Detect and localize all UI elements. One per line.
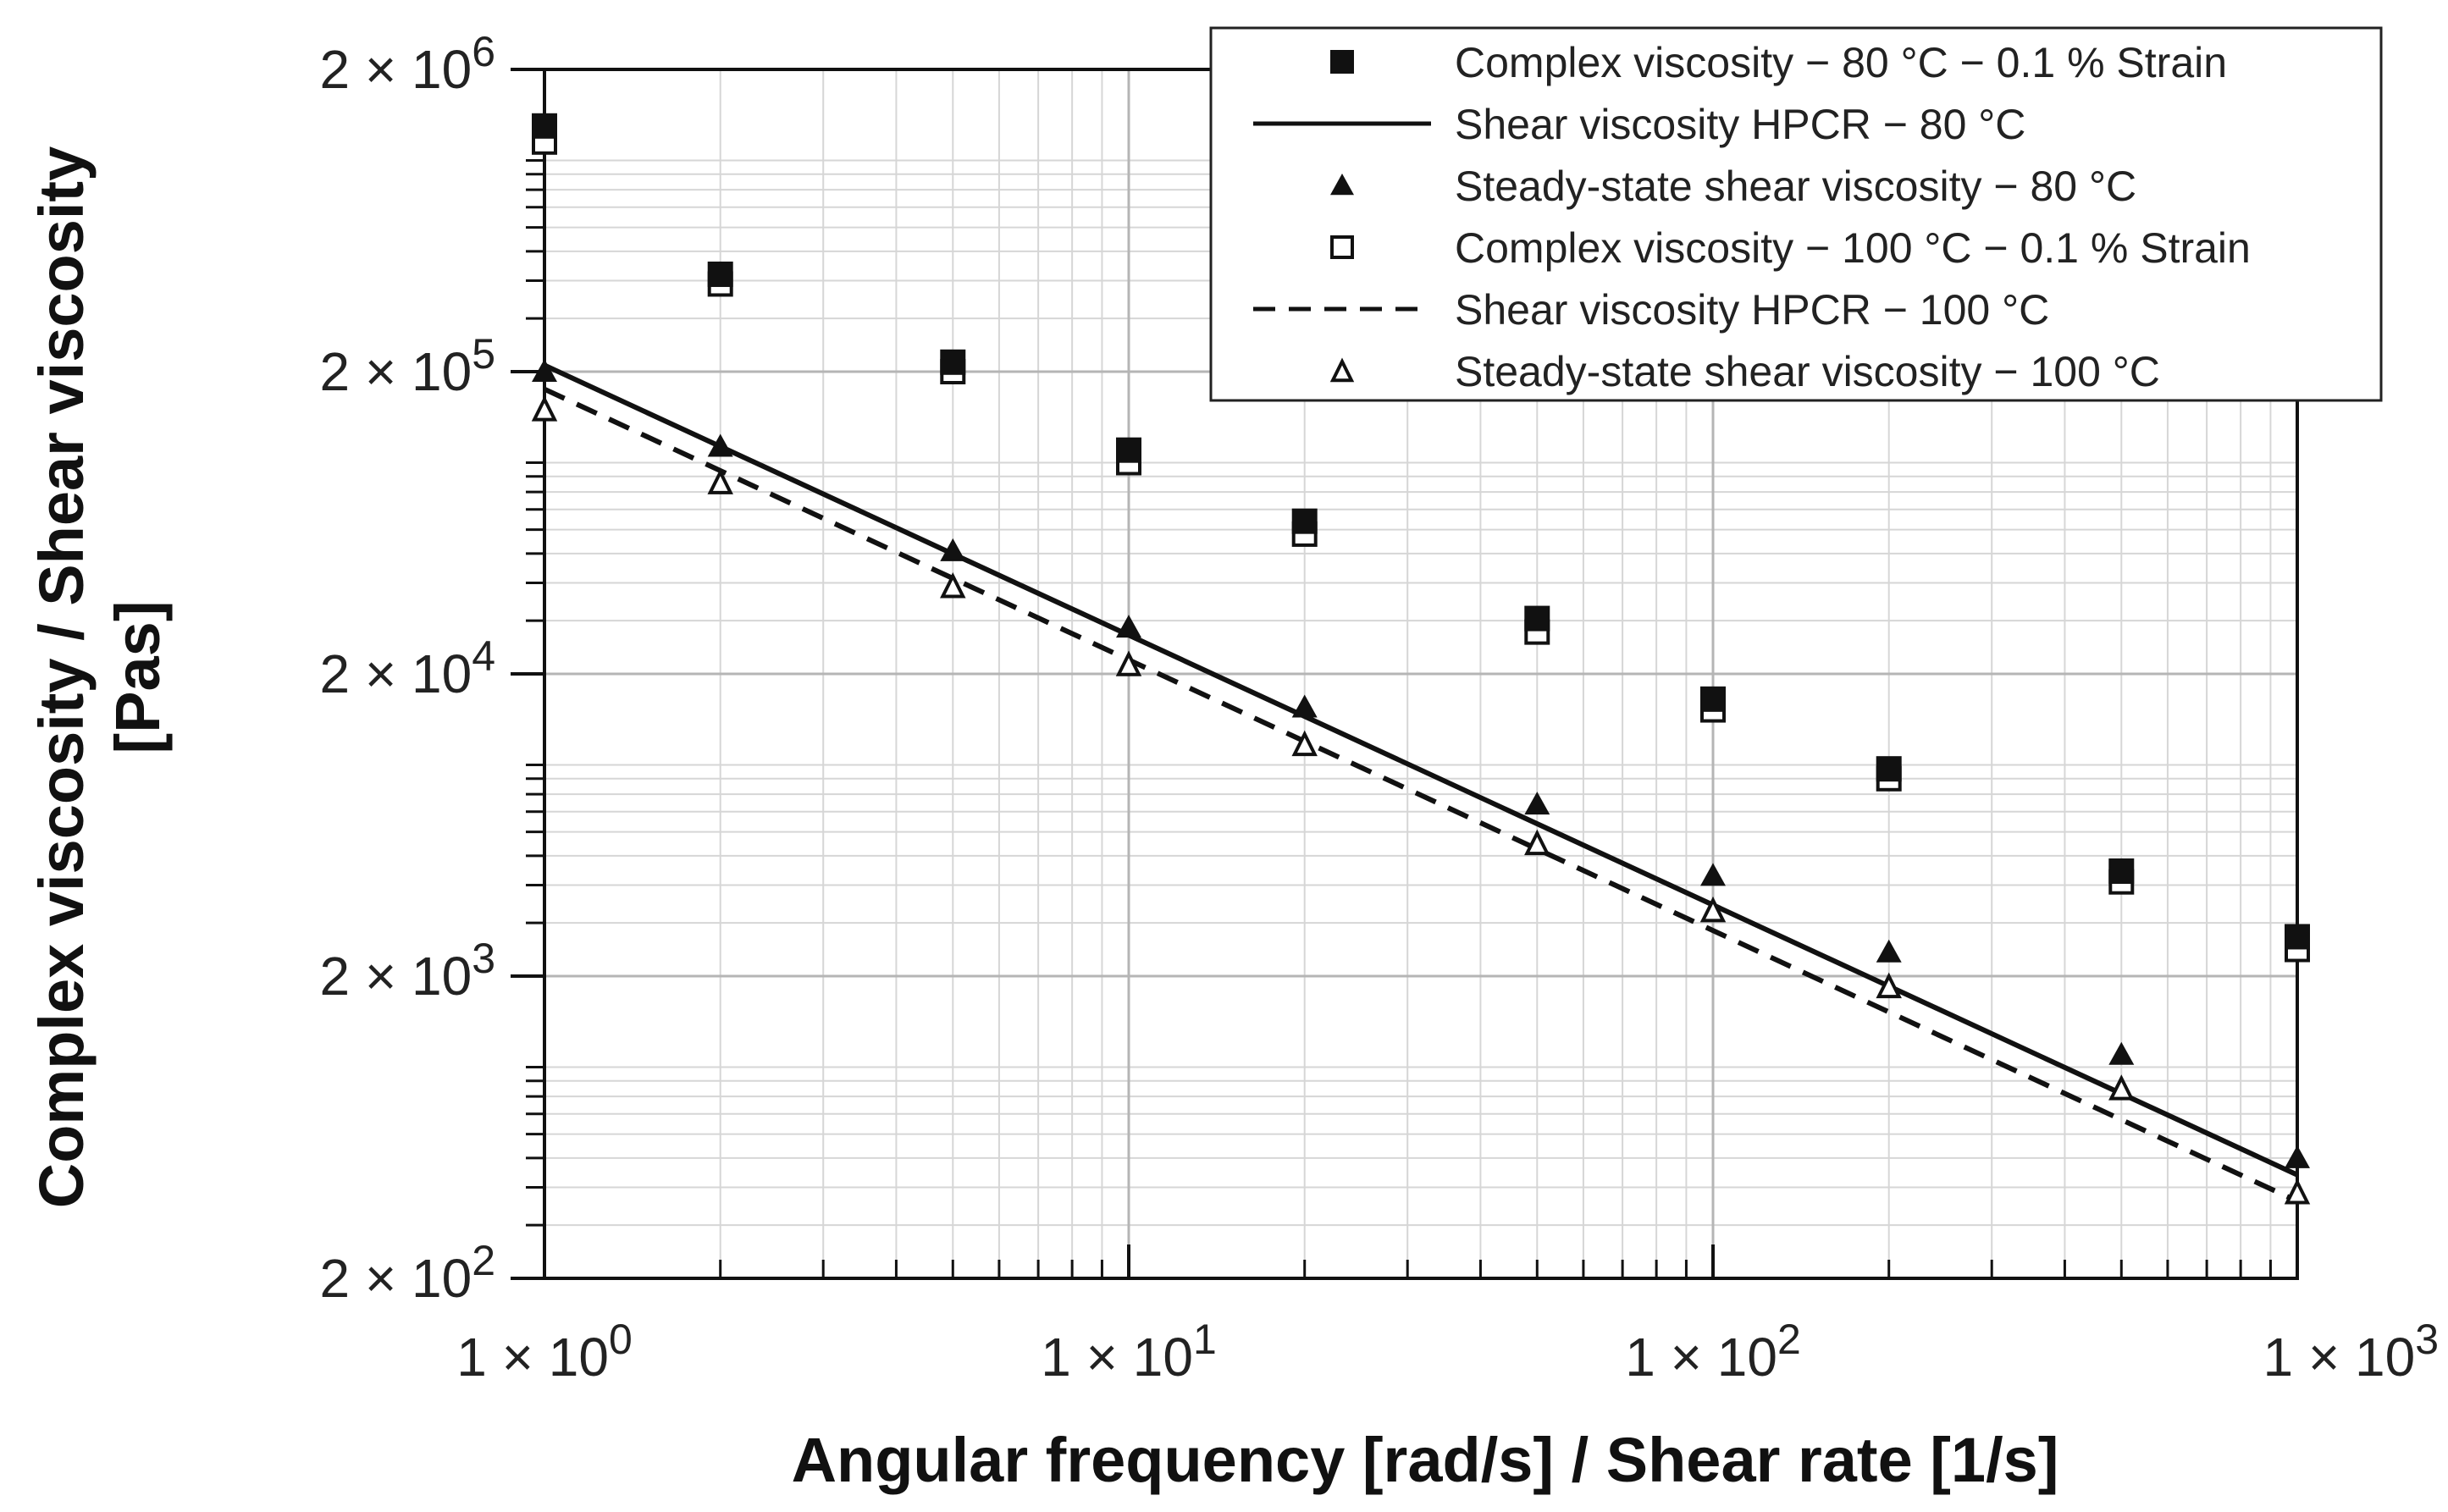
data-point [1524,605,1550,632]
y-tick-label-base: 2 × 10 [319,643,472,704]
y-tick-label-exponent: 5 [472,330,495,378]
legend-label: Shear viscosity HPCR − 80 °C [1455,101,2025,148]
x-tick-label-exponent: 1 [1193,1316,1217,1363]
x-tick-label: 1 × 103 [2263,1316,2439,1388]
x-tick-label-base: 1 × 10 [2263,1327,2415,1388]
y-tick-label: 2 × 104 [319,632,495,704]
y-tick-label-base: 2 × 10 [319,946,472,1007]
x-tick-label-exponent: 2 [1777,1316,1801,1363]
x-axis-title: Angular frequency [rad/s] / Shear rate [… [792,1425,2059,1495]
y-tick-label-exponent: 6 [472,28,495,75]
data-point [1876,972,1902,999]
series-0 [532,113,2310,950]
legend-label: Complex viscosity − 80 °C − 0.1 % Strain [1455,39,2227,86]
x-axis-tick-labels: 1 × 100 1 × 101 1 × 102 1 × 103 [456,1316,2439,1388]
y-tick-label-exponent: 3 [472,935,495,982]
x-tick-label-base: 1 × 10 [456,1327,609,1388]
series-1 [543,362,2299,1178]
x-tick-label-exponent: 0 [609,1316,633,1363]
x-tick-label-base: 1 × 10 [1625,1327,1777,1388]
series-line [543,386,2299,1204]
y-axis-title-line-2: [Pas] [102,601,173,754]
data-point [1291,694,1318,718]
data-point [2284,1178,2311,1205]
data-point [1876,756,1902,782]
legend-swatch-marker [1329,357,1355,383]
data-series [531,113,2311,1205]
data-point [1116,615,1141,638]
data-point [532,113,557,139]
data-point [1291,730,1318,757]
data-point [1115,650,1142,676]
legend-item: Shear viscosity HPCR − 80 °C [1253,101,2025,148]
data-point [531,395,558,422]
data-point [2108,1074,2135,1101]
legend-box [1209,26,2383,402]
data-point [2108,858,2135,885]
legend-item: Complex viscosity − 100 °C − 0.1 % Strai… [1330,224,2251,272]
data-point [1524,792,1550,815]
y-tick-label-base: 2 × 10 [319,341,472,402]
data-point [2285,1145,2310,1168]
data-point [1116,437,1141,463]
y-tick-label-exponent: 4 [472,632,495,680]
data-point [940,349,966,375]
y-tick-label-base: 2 × 10 [319,39,472,100]
data-point [940,571,966,599]
data-point [940,538,966,561]
legend-label: Steady-state shear viscosity − 80 °C [1455,163,2136,210]
legend-swatch-marker [1330,50,1354,74]
data-point [707,468,733,494]
y-axis-title-line-1: Complex viscosity / Shear viscosity [26,146,97,1208]
y-tick-label-exponent: 2 [472,1237,495,1284]
series-line [543,362,2299,1178]
series-5 [531,395,2311,1205]
legend-label: Complex viscosity − 100 °C − 0.1 % Strai… [1455,224,2251,272]
y-tick-label: 2 × 105 [319,330,495,402]
legend-label: Steady-state shear viscosity − 100 °C [1455,348,2160,395]
data-point [1700,686,1726,712]
data-point [707,433,733,457]
x-tick-label: 1 × 102 [1625,1316,1801,1388]
series-4 [543,386,2299,1204]
series-2 [532,359,2310,1168]
legend-item: Complex viscosity − 80 °C − 0.1 % Strain [1330,39,2227,86]
y-tick-label: 2 × 106 [319,28,495,100]
data-point [2108,1041,2135,1065]
data-point [1524,829,1550,856]
x-tick-label: 1 × 100 [456,1316,633,1388]
legend: Complex viscosity − 80 °C − 0.1 % Strain… [1209,26,2383,402]
legend-label: Shear viscosity HPCR − 100 °C [1455,286,2049,334]
data-point [1876,939,1902,963]
legend-item: Steady-state shear viscosity − 80 °C [1330,163,2136,210]
data-point [1699,896,1727,923]
data-point [2285,924,2310,950]
y-tick-label-base: 2 × 10 [319,1248,472,1309]
legend-item: Steady-state shear viscosity − 100 °C [1329,348,2160,395]
data-point [532,359,557,382]
data-point [1291,508,1318,534]
legend-item: Shear viscosity HPCR − 100 °C [1253,286,2049,334]
y-tick-label: 2 × 103 [319,935,495,1007]
x-tick-label: 1 × 101 [1041,1316,1217,1388]
legend-swatch-marker [1330,235,1354,259]
x-tick-label-base: 1 × 10 [1041,1327,1193,1388]
x-tick-label-exponent: 3 [2415,1316,2439,1363]
axis-tick-marks [511,68,2299,1280]
y-tick-label: 2 × 102 [319,1237,495,1309]
data-point [707,261,733,287]
data-point [1700,863,1726,886]
legend-swatch-marker [1330,174,1354,196]
